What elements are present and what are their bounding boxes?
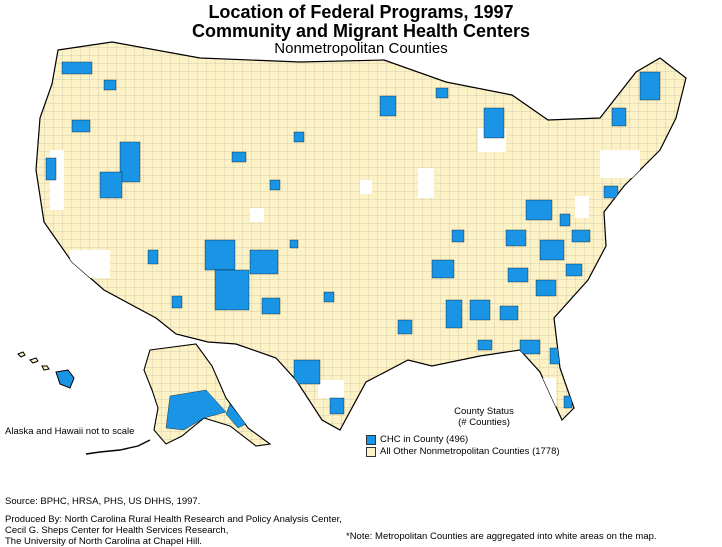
title-line-2: Community and Migrant Health Centers xyxy=(191,21,531,41)
legend-title: County Status xyxy=(454,406,514,417)
legend-item-chc: CHC in County (496) xyxy=(366,434,468,445)
chc-counties xyxy=(45,61,661,415)
legend-swatch-chc xyxy=(366,434,376,445)
subtitle: Nonmetropolitan Counties xyxy=(274,40,448,57)
scale-note: Alaska and Hawaii not to scale xyxy=(5,426,135,437)
legend-subtitle: (# Counties) xyxy=(458,417,510,428)
legend-item-other: All Other Nonmetropolitan Counties (1778… xyxy=(366,446,560,457)
hawaii-islands xyxy=(17,351,75,389)
source-note: Source: BPHC, HRSA, PHS, US DHHS, 1997. xyxy=(5,496,201,507)
metro-note: *Note: Metropolitan Counties are aggrega… xyxy=(346,531,657,542)
producer-line: Produced By: North Carolina Rural Health… xyxy=(5,514,342,525)
conus-shape xyxy=(35,41,687,431)
legend-swatch-other xyxy=(366,446,376,457)
legend-label-other: All Other Nonmetropolitan Counties (1778… xyxy=(380,446,560,457)
producer-note: Produced By: North Carolina Rural Health… xyxy=(5,514,342,547)
title-line-1: Location of Federal Programs, 1997 xyxy=(208,2,514,22)
legend-label-chc: CHC in County (496) xyxy=(380,434,469,445)
producer-line: Cecil G. Sheps Center for Health Service… xyxy=(5,525,229,536)
alaska-chc-areas xyxy=(165,389,247,431)
aleutian-islands xyxy=(85,439,151,455)
